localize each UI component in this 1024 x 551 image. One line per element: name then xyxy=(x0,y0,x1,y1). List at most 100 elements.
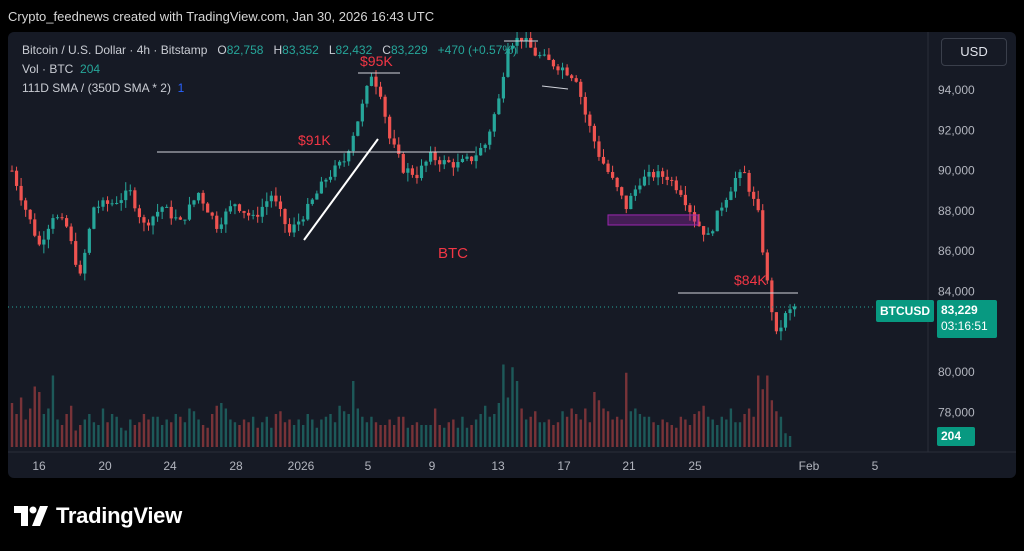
candle-body xyxy=(265,201,269,207)
candle-body xyxy=(793,306,797,310)
candle-body xyxy=(538,55,542,57)
volume-bar xyxy=(51,375,55,447)
volume-bar xyxy=(634,408,637,447)
volume-bar xyxy=(297,419,300,447)
volume-bar xyxy=(292,425,296,447)
legend-row-sma[interactable]: 111D SMA / (350D SMA * 2) 1 xyxy=(22,79,517,98)
candle-body xyxy=(620,187,624,196)
candle-body xyxy=(460,158,465,162)
candle-body xyxy=(333,165,337,177)
ticker-price-tag: 83,229 03:16:51 xyxy=(937,300,997,338)
symbol-label[interactable]: Bitcoin / U.S. Dollar · 4h · Bitstamp xyxy=(22,43,208,57)
volume-bar xyxy=(233,422,237,447)
candle-body xyxy=(542,54,546,56)
close-value: 83,229 xyxy=(390,43,428,57)
volume-bar xyxy=(56,419,59,447)
volume-bar xyxy=(197,419,200,447)
volume-bar xyxy=(447,422,450,447)
volume-bar xyxy=(151,416,155,447)
chart-legend: Bitcoin / U.S. Dollar · 4h · Bitstamp O8… xyxy=(22,41,517,98)
candle-body xyxy=(419,165,424,179)
volume-bar xyxy=(438,425,441,447)
volume-bar xyxy=(415,422,419,447)
candle-body xyxy=(401,154,405,173)
candle-body xyxy=(365,85,369,104)
candle-body xyxy=(551,59,556,67)
candle-body xyxy=(588,114,592,126)
volume-bar xyxy=(584,408,587,447)
candle-body xyxy=(87,228,91,253)
volume-bar xyxy=(256,427,259,447)
volume-bar xyxy=(443,427,446,447)
candle-body xyxy=(711,231,715,234)
chart-panel[interactable]: 78,00080,00082,00084,00086,00088,00090,0… xyxy=(8,32,1016,478)
y-tick-label: 92,000 xyxy=(938,123,975,137)
tradingview-brand[interactable]: TradingView xyxy=(14,503,182,529)
candle-body xyxy=(324,179,328,182)
legend-row-volume[interactable]: Vol · BTC 204 xyxy=(22,60,517,79)
candle-body xyxy=(706,233,710,235)
candle-body xyxy=(406,168,410,173)
volume-bar xyxy=(242,419,246,447)
candle-body xyxy=(237,204,242,212)
volume-bar xyxy=(247,422,250,447)
volume-bar xyxy=(224,408,228,447)
volume-bar xyxy=(647,416,651,447)
volume-bar xyxy=(561,411,564,447)
volume-bar xyxy=(779,416,783,447)
volume-bar xyxy=(29,408,32,447)
candle-body xyxy=(19,185,23,201)
candle-body xyxy=(565,67,569,76)
candle-body xyxy=(501,76,505,99)
volume-bar xyxy=(752,416,755,447)
candle-body xyxy=(397,144,401,155)
candle-body xyxy=(451,162,455,168)
candle-body xyxy=(520,37,524,41)
volume-bar xyxy=(238,425,241,447)
volume-bar xyxy=(757,375,760,447)
y-tick-label: 78,000 xyxy=(938,405,975,419)
candle-body xyxy=(747,172,751,192)
candle-body xyxy=(392,138,396,145)
candlestick-chart[interactable]: 78,00080,00082,00084,00086,00088,00090,0… xyxy=(8,32,1016,478)
candle-body xyxy=(51,218,55,229)
volume-bar xyxy=(611,419,614,447)
candle-body xyxy=(251,214,255,216)
candle-body xyxy=(574,78,578,82)
volume-bar xyxy=(643,416,646,447)
candle-body xyxy=(260,206,264,217)
candle-body xyxy=(137,208,141,218)
candle-body xyxy=(328,176,333,180)
volume-bar xyxy=(675,427,678,447)
volume-bar xyxy=(424,425,428,447)
candle-body xyxy=(529,37,533,48)
candle-body xyxy=(74,241,78,265)
candle-body xyxy=(715,210,719,232)
currency-button[interactable]: USD xyxy=(941,38,1007,66)
candle-body xyxy=(342,161,346,163)
high-value: 83,352 xyxy=(282,43,319,57)
volume-bar xyxy=(329,414,332,447)
candle-body xyxy=(447,160,451,163)
candle-body xyxy=(761,210,765,253)
volume-bar xyxy=(725,419,728,447)
candle-body xyxy=(269,195,273,202)
volume-bar xyxy=(311,419,314,447)
candle-body xyxy=(647,171,651,177)
candle-body xyxy=(579,81,583,97)
volume-bar xyxy=(379,425,382,447)
volume-bar xyxy=(734,422,737,447)
candle-body xyxy=(415,174,419,179)
volume-bar xyxy=(547,419,551,447)
brand-name: TradingView xyxy=(56,503,182,528)
candle-body xyxy=(224,211,228,225)
volume-bar xyxy=(402,416,405,447)
volume-bar xyxy=(461,416,464,447)
volume-bar xyxy=(775,411,778,447)
candle-body xyxy=(533,47,537,56)
volume-bar xyxy=(165,419,168,447)
volume-bar xyxy=(88,414,91,447)
x-tick-label: 13 xyxy=(491,459,505,473)
credit-bar: Crypto_feednews created with TradingView… xyxy=(0,0,1024,32)
candle-body xyxy=(665,176,669,180)
